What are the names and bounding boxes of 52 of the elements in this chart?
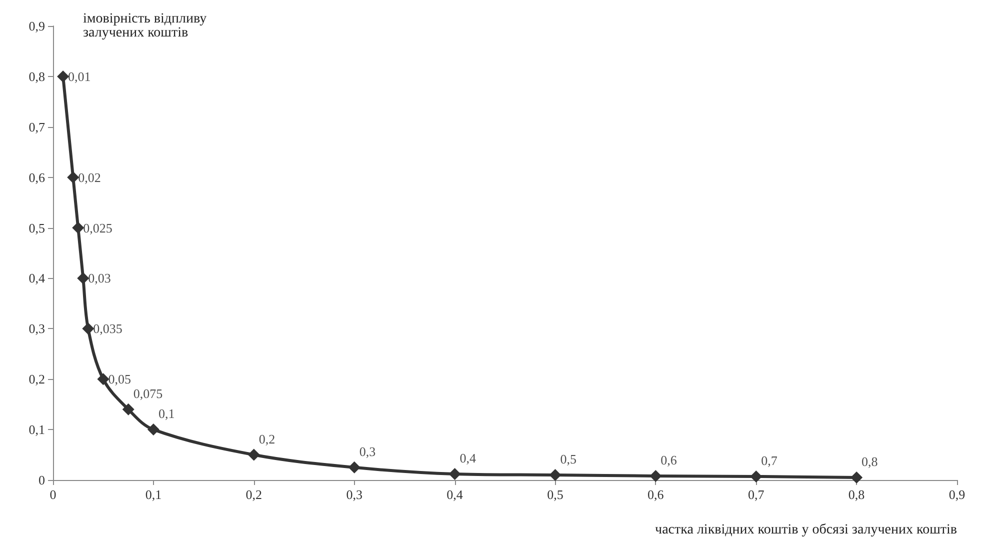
point [72,222,84,234]
y-tick-label: 0,9 [28,18,45,34]
annotation: 0,05 [108,372,131,387]
point [77,272,90,284]
x-tick-label: 0,1 [145,487,162,502]
point [67,171,80,184]
point [750,470,762,482]
x-axis-title: частка ліквідних коштів у обсязі залучених коштів [655,522,958,538]
x-tick-label: 0,5 [547,487,564,502]
annotation: 0,035 [93,321,122,336]
point [348,461,360,474]
y-tick-label: 0,5 [28,220,45,236]
y-tick-label: 0,7 [28,119,46,134]
point [448,468,461,480]
annotation: 0,5 [560,451,576,466]
y-tick-label: 0,3 [28,321,45,336]
point [122,403,134,416]
x-tick-label: 0,2 [246,487,262,502]
annotation: 0,6 [660,452,678,468]
annotation: 0,01 [68,68,91,84]
y-tick-label: 0 [38,472,45,488]
point [549,468,562,481]
annotation: 0,3 [359,444,376,459]
x-tick-label: 0 [50,487,56,502]
point [97,373,110,386]
x-tick-label: 0,7 [748,487,765,502]
y-tick-label: 0,2 [28,372,45,387]
annotation: 0,4 [460,450,477,466]
point [147,424,160,436]
annotation: 0,025 [83,220,112,236]
annotation: 0,02 [78,170,101,185]
annotation: 0,1 [158,406,175,422]
annotation: 0,075 [133,386,163,401]
point [82,322,94,335]
point [248,448,260,461]
y-tick-label: 0,4 [28,270,46,286]
y-axis-title: імовірність відпливу залучених коштів [83,12,207,40]
x-tick-label: 0,9 [948,487,966,502]
point [650,470,662,482]
y-tick-label: 0,1 [28,422,45,438]
y-tick-label: 0,8 [28,68,45,84]
x-tick-label: 0,4 [446,487,464,502]
x-tick-label: 0,8 [848,487,865,502]
x-tick-label: 0,3 [346,487,362,502]
point [850,471,863,484]
annotation: 0,8 [862,454,878,469]
x-tick-label: 0,6 [648,487,664,502]
annotation: 0,2 [258,431,276,446]
annotation: 0,03 [88,270,111,286]
y-tick-label: 0,6 [28,170,46,185]
annotation: 0,7 [761,452,778,468]
point [57,70,70,82]
